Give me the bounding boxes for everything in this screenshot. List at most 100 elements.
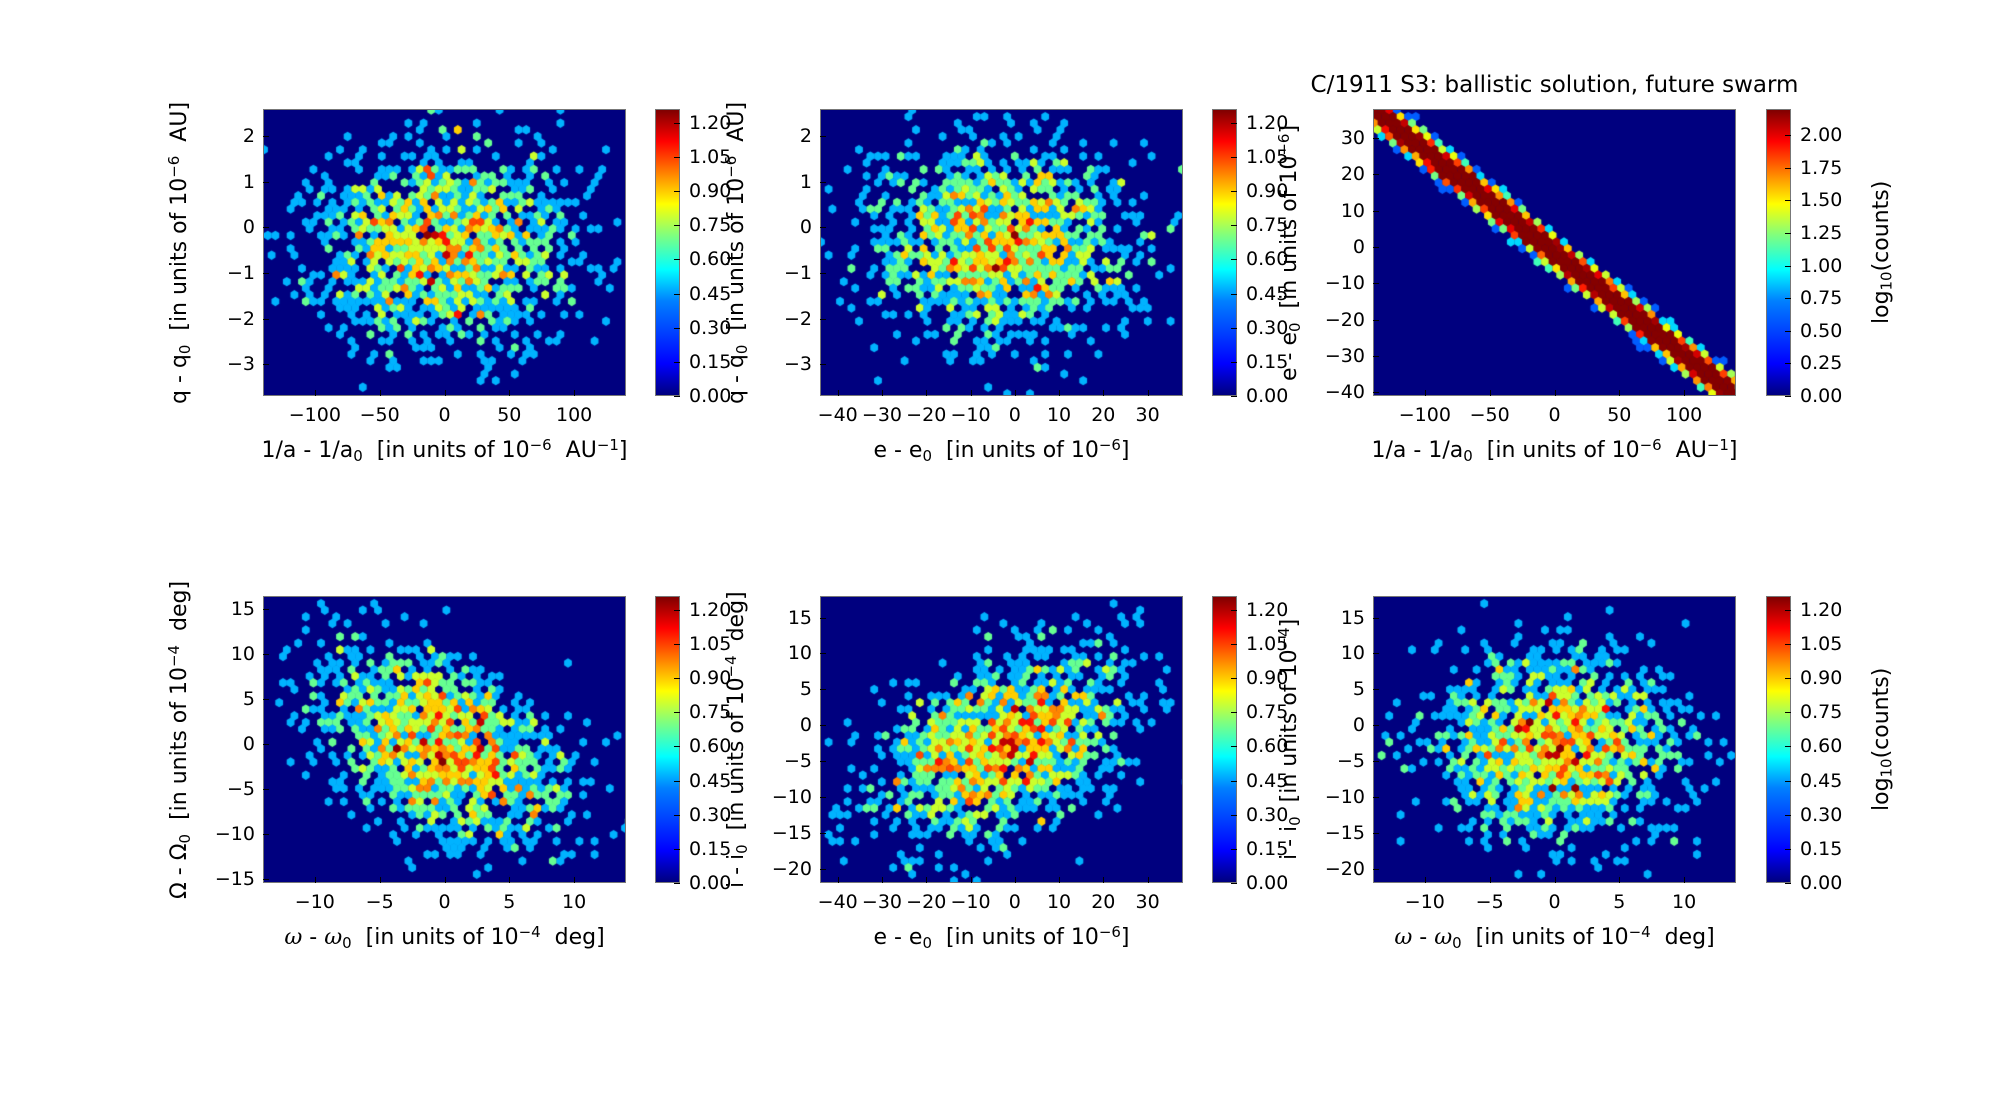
panel-1-colorbar-tick-label: 0.00 <box>689 385 732 407</box>
panel-2-colorbar-tick-mark <box>1231 259 1237 261</box>
panel-1-xtick-label: 0 <box>438 404 451 426</box>
panel-3-xlabel: 1/a - 1/a0 [in units of 10−6 AU−1] <box>1371 436 1738 465</box>
panel-2-colorbar-tick-label: 1.20 <box>1246 111 1289 134</box>
panel-5-xtick-mark <box>1147 877 1149 883</box>
panel-5-colorbar-tick-mark <box>1231 643 1237 645</box>
panel-5-ytick-label: 15 <box>787 606 812 629</box>
panel-6-ylabel: i - i0 [in units of 10−4] <box>1275 618 1304 860</box>
panel-5-ytick-label: −20 <box>771 857 812 880</box>
panel-6-colorbar[interactable] <box>1766 596 1791 883</box>
panel-2-xtick-mark <box>881 390 883 396</box>
panel-5-ytick-mark <box>820 617 826 619</box>
panel-2-xtick-mark <box>1059 390 1061 396</box>
panel-5-xtick-mark <box>926 877 928 883</box>
panel-6-colorbar-tick-label: 1.05 <box>1800 632 1843 655</box>
panel-5-ytick-mark <box>820 832 826 834</box>
panel-3-colorbar-tick-mark <box>1785 298 1791 300</box>
panel-5-plot-area[interactable] <box>820 596 1183 883</box>
panel-6-ytick-label: −10 <box>1324 785 1365 808</box>
panel-5-colorbar-tick-mark <box>1231 780 1237 782</box>
panel-4-ytick-mark <box>263 609 269 611</box>
panel-4-xtick-mark <box>314 877 316 883</box>
panel-2-colorbar-tick-mark <box>1231 191 1237 192</box>
panel-6-plot-area[interactable] <box>1373 596 1736 883</box>
panel-5-xtick-label: 0 <box>1008 891 1021 913</box>
panel-3-xtick-label: 50 <box>1607 404 1632 426</box>
panel-2-colorbar-tick-mark <box>1231 293 1237 295</box>
panel-3-xtick-mark <box>1684 390 1686 396</box>
panel-4-plot-area[interactable] <box>263 596 626 883</box>
panel-3-ytick-mark <box>1373 210 1379 212</box>
panel-4-xtick-label: −5 <box>365 891 394 913</box>
panel-4-colorbar-tick-label: 0.00 <box>689 872 732 894</box>
panel-3-ylabel: e - e0 [in units of 10−6] <box>1275 124 1304 381</box>
panel-4-colorbar-tick-mark <box>674 883 680 884</box>
panel-4-colorbar-tick-label: 0.15 <box>689 837 732 860</box>
panel-4-colorbar-tick-label: 0.30 <box>689 803 732 826</box>
panel-2-colorbar[interactable] <box>1212 109 1237 396</box>
panel-3-colorbar[interactable] <box>1766 109 1791 396</box>
panel-2-plot-area[interactable] <box>820 109 1183 396</box>
panel-4-xtick-label: 0 <box>438 891 451 913</box>
panel-4-ytick-label: −15 <box>214 867 255 890</box>
panel-6-colorbar-tick-label: 0.90 <box>1800 667 1843 689</box>
panel-3-colorbar-tick-mark <box>1785 265 1791 267</box>
panel-1-ytick-mark <box>263 364 269 366</box>
panel-3-xtick-mark <box>1554 390 1556 396</box>
panel-5-ytick-mark <box>820 653 826 655</box>
panel-4-colorbar[interactable] <box>655 596 680 883</box>
panel-1-xtick-label: −50 <box>359 404 400 426</box>
panel-4-ytick-mark <box>263 654 269 656</box>
panel-1-colorbar-tick-mark <box>674 156 680 158</box>
panel-5-colorbar-tick-label: 1.20 <box>1246 598 1289 621</box>
panel-4-colorbar-tick-mark <box>674 609 680 611</box>
panel-1-xtick-mark <box>444 390 446 396</box>
panel-6-ytick-mark <box>1373 868 1379 870</box>
panel-3-ytick-mark <box>1373 174 1379 176</box>
panel-5-xtick-label: 30 <box>1135 891 1160 913</box>
panel-6-xtick-mark <box>1619 877 1621 883</box>
panel-5-colorbar-tick-mark <box>1231 848 1237 850</box>
panel-6-ytick-mark <box>1373 796 1379 798</box>
panel-2-ytick-mark <box>820 364 826 366</box>
panel-3-plot-area[interactable] <box>1373 109 1736 396</box>
panel-6-colorbar-tick-label: 0.00 <box>1800 872 1843 894</box>
panel-6-colorbar-label: log10(counts) <box>1869 667 1896 811</box>
panel-4-ytick-label: −5 <box>226 777 255 800</box>
panel-6-ytick-label: 15 <box>1340 606 1365 629</box>
panel-5-ytick-mark <box>820 761 826 763</box>
panel-6-xtick-mark <box>1554 877 1556 883</box>
panel-5-colorbar-tick-mark <box>1231 814 1237 816</box>
panel-6-ytick-label: −20 <box>1324 857 1365 880</box>
panel-5-xtick-label: 20 <box>1091 891 1116 913</box>
panel-4-ytick-label: 10 <box>230 643 255 666</box>
panel-6-colorbar-tick-label: 0.60 <box>1800 735 1843 758</box>
panel-3-colorbar-tick-mark <box>1785 232 1791 234</box>
panel-5-ytick-mark <box>820 796 826 798</box>
panel-2-xtick-label: −10 <box>950 404 991 426</box>
panel-1-colorbar[interactable] <box>655 109 680 396</box>
panel-4-ytick-mark <box>263 878 269 880</box>
panel-4-colorbar-tick-mark <box>674 678 680 679</box>
panel-1-ytick-label: 2 <box>242 125 255 148</box>
panel-3-ytick-label: −10 <box>1324 272 1365 295</box>
panel-1-plot-area[interactable] <box>263 109 626 396</box>
panel-2-ylabel: q - q0 [in units of 10−6 AU] <box>722 101 751 404</box>
panel-5-colorbar[interactable] <box>1212 596 1237 883</box>
panel-6-ytick-mark <box>1373 725 1379 727</box>
panel-1-colorbar-tick-label: 0.15 <box>689 350 732 373</box>
panel-2-colorbar-tick-mark <box>1231 396 1237 397</box>
panel-3-ytick-mark <box>1373 392 1379 394</box>
panel-6-ytick-label: 5 <box>1352 678 1365 701</box>
panel-3-ytick-mark <box>1373 356 1379 358</box>
panel-1-colorbar-tick-label: 1.05 <box>689 145 732 168</box>
panel-6-ytick-label: 0 <box>1352 714 1365 737</box>
panel-2-xtick-label: −40 <box>817 404 858 426</box>
panel-4-ytick-label: −10 <box>214 822 255 845</box>
panel-2-colorbar-tick-label: 0.30 <box>1246 316 1289 339</box>
panel-2-colorbar-tick-mark <box>1231 361 1237 363</box>
panel-6-xtick-label: −10 <box>1404 891 1445 913</box>
panel-4-colorbar-tick-label: 0.90 <box>689 667 732 689</box>
panel-5-colorbar-tick-label: 0.75 <box>1246 701 1289 724</box>
panel-5-xtick-mark <box>1103 877 1105 883</box>
